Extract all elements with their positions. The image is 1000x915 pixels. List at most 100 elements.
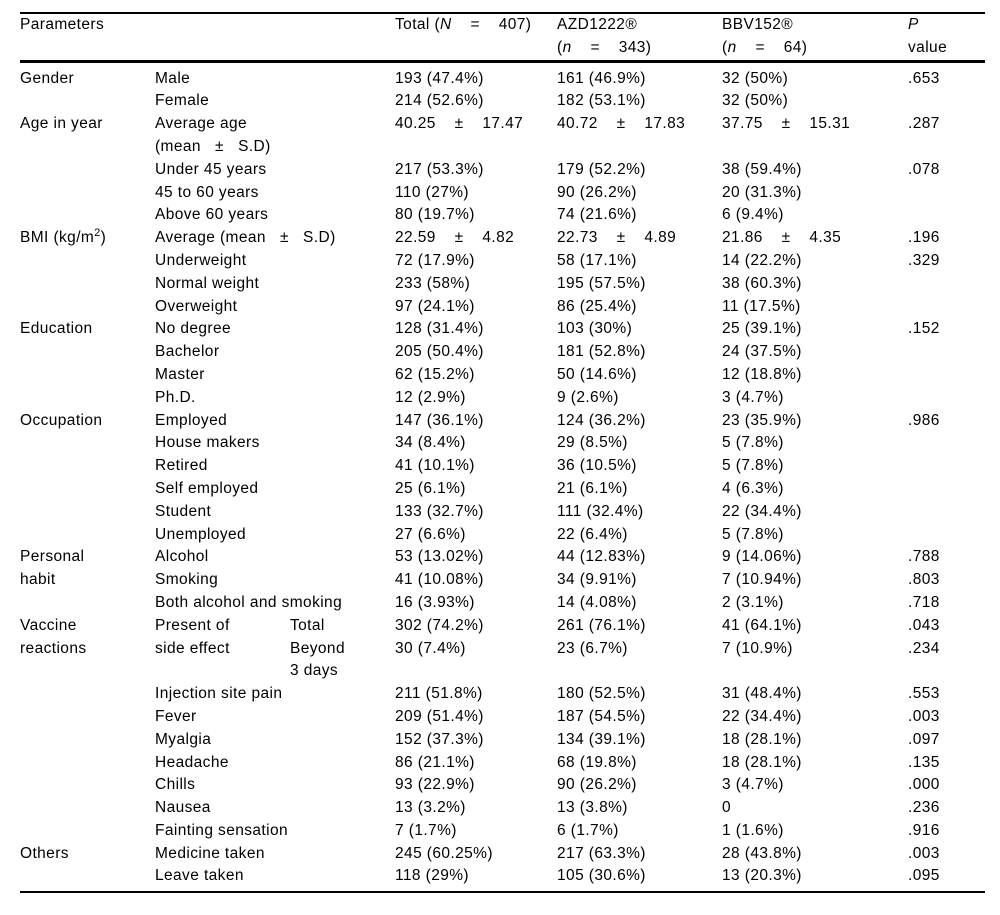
cell-total-value: 30 (7.4%) [395, 639, 466, 657]
cell-sub-item-label: Beyond 3 days [290, 639, 345, 680]
cell-azd1222-value: 22 (6.4%) [557, 525, 628, 543]
cell-item-label: Myalgia [155, 730, 212, 748]
cell-total-value: 214 (52.6%) [395, 92, 484, 110]
cell-azd1222-value: 44 (12.83%) [557, 548, 646, 566]
cell-total-value: 12 (2.9%) [395, 388, 466, 406]
cell-total-value: 97 (24.1%) [395, 297, 475, 315]
cell-azd1222-value: 58 (17.1%) [557, 251, 637, 269]
cell-bbv152-value: 31 (48.4%) [722, 685, 802, 703]
baseline-characteristics-table: Parameters Total (N = 407) AZD1222® (n =… [20, 12, 986, 894]
cell-azd1222-value: 134 (39.1%) [557, 730, 646, 748]
cell-bbv152-value: 9 (14.06%) [722, 548, 802, 566]
cell-total-value: 41 (10.08%) [395, 571, 484, 589]
cell-item-label: Above 60 years [155, 206, 269, 224]
cell-item-label: Male [155, 69, 191, 87]
table-row: Both alcohol and smoking 16 (3.93%) 14 (4.… [20, 592, 985, 615]
column-header-p-value: P value [908, 13, 986, 63]
cell-azd1222-value: 74 (21.6%) [557, 206, 637, 224]
cell-item-label: House makers [155, 434, 260, 452]
cell-total-value: 16 (3.93%) [395, 593, 475, 611]
cell-total-value: 118 (29%) [395, 867, 469, 885]
cell-p-value [908, 204, 985, 227]
cell-p-value [908, 387, 985, 410]
cell-group-label: Occupation [20, 411, 103, 429]
column-header-total: Total (N = 407) [395, 13, 558, 63]
cell-item-label: Bachelor [155, 343, 220, 361]
cell-total-value: 302 (74.2%) [395, 616, 484, 634]
cell-p-value: .916 [908, 821, 940, 839]
cell-total-value: 22.59 ± 4.82 [395, 229, 515, 247]
cell-p-value: .803 [908, 571, 940, 589]
cell-azd1222-value: 29 (8.5%) [557, 434, 628, 452]
table-body: Gender Male 193 (47.4%) 161 (46.9%) 32 (50%)… [20, 61, 985, 892]
cell-azd1222-value: 180 (52.5%) [557, 685, 646, 703]
cell-azd1222-value: 124 (36.2%) [557, 411, 646, 429]
column-header-azd1222: AZD1222® (n = 343) [557, 13, 723, 63]
cell-bbv152-value: 3 (4.7%) [722, 388, 784, 406]
cell-p-value: .000 [908, 776, 940, 794]
cell-bbv152-value: 14 (22.2%) [722, 251, 802, 269]
cell-azd1222-value: 105 (30.6%) [557, 867, 646, 885]
cell-p-value: .553 [908, 685, 940, 703]
cell-p-value: .718 [908, 593, 940, 611]
cell-item-label: Smoking [155, 571, 219, 589]
cell-p-value: .003 [908, 844, 940, 862]
cell-p-value [908, 524, 985, 547]
cell-p-value: .097 [908, 730, 940, 748]
table-row: Student 133 (32.7%) 111 (32.4%) 22 (34.4%) [20, 501, 985, 524]
table-row: BMI (kg/m2) Average (mean ± S.D) 22.59 ± 4… [20, 227, 985, 250]
cell-p-value [908, 501, 985, 524]
cell-azd1222-value: 217 (63.3%) [557, 844, 646, 862]
table-row: Retired 41 (10.1%) 36 (10.5%) 5 (7.8%) [20, 455, 985, 478]
cell-total-value: 152 (37.3%) [395, 730, 484, 748]
cell-item-label: Overweight [155, 297, 238, 315]
cell-total-value: 27 (6.6%) [395, 525, 466, 543]
cell-bbv152-value: 18 (28.1%) [722, 730, 802, 748]
cell-azd1222-value: 36 (10.5%) [557, 457, 637, 475]
cell-total-value: 13 (3.2%) [395, 799, 466, 817]
cell-p-value: .234 [908, 639, 940, 657]
cell-group-label: BMI (kg/m2) [20, 227, 107, 247]
table-row: Injection site pain 211 (51.8%) 180 (52.5%… [20, 683, 985, 706]
cell-bbv152-value: 22 (34.4%) [722, 502, 802, 520]
cell-bbv152-value: 28 (43.8%) [722, 844, 802, 862]
cell-bbv152-value: 18 (28.1%) [722, 753, 802, 771]
cell-p-value [908, 341, 985, 364]
cell-azd1222-value: 9 (2.6%) [557, 388, 619, 406]
cell-azd1222-value: 90 (26.2%) [557, 183, 637, 201]
cell-p-value: .236 [908, 799, 940, 817]
cell-total-value: 41 (10.1%) [395, 457, 475, 475]
cell-p-value: .003 [908, 707, 940, 725]
cell-total-value: 80 (19.7%) [395, 206, 475, 224]
cell-bbv152-value: 38 (59.4%) [722, 160, 802, 178]
cell-azd1222-value: 14 (4.08%) [557, 593, 637, 611]
cell-bbv152-value: 0 [722, 799, 732, 817]
cell-azd1222-value: 68 (19.8%) [557, 753, 637, 771]
cell-total-value: 110 (27%) [395, 183, 469, 201]
cell-total-value: 128 (31.4%) [395, 320, 484, 338]
table-header: Parameters Total (N = 407) AZD1222® (n =… [20, 13, 986, 63]
cell-p-value: .788 [908, 548, 940, 566]
cell-total-value: 209 (51.4%) [395, 707, 484, 725]
table-row: Smoking 41 (10.08%) 34 (9.91%) 7 (10.94%) .8… [20, 569, 985, 592]
cell-item-label: Nausea [155, 799, 211, 817]
cell-item-label: Chills [155, 776, 196, 794]
cell-p-value: .152 [908, 320, 940, 338]
cell-sub-item-label: Total [290, 616, 325, 634]
cell-bbv152-value: 5 (7.8%) [722, 525, 784, 543]
cell-bbv152-value: 21.86 ± 4.35 [722, 229, 842, 247]
table-row: Under 45 years 217 (53.3%) 179 (52.2%) 38 (… [20, 159, 985, 182]
cell-azd1222-value: 181 (52.8%) [557, 343, 646, 361]
cell-p-value: .043 [908, 616, 940, 634]
cell-item-label: Underweight [155, 251, 247, 269]
cell-p-value [908, 90, 985, 113]
table-row: Myalgia 152 (37.3%) 134 (39.1%) 18 (28.1%).… [20, 729, 985, 752]
cell-total-value: 86 (21.1%) [395, 753, 475, 771]
cell-total-value: 93 (22.9%) [395, 776, 475, 794]
table-row: 45 to 60 years 110 (27%) 90 (26.2%) 20 (31.… [20, 182, 985, 205]
column-header-bbv152: BBV152® (n = 64) [722, 13, 909, 63]
cell-bbv152-value: 38 (60.3%) [722, 274, 802, 292]
cell-total-value: 25 (6.1%) [395, 479, 466, 497]
table-row: Beyond 3 days 30 (7.4%) 23 (6.7%) 7 (10.9%)… [20, 638, 985, 684]
cell-p-value [908, 478, 985, 501]
